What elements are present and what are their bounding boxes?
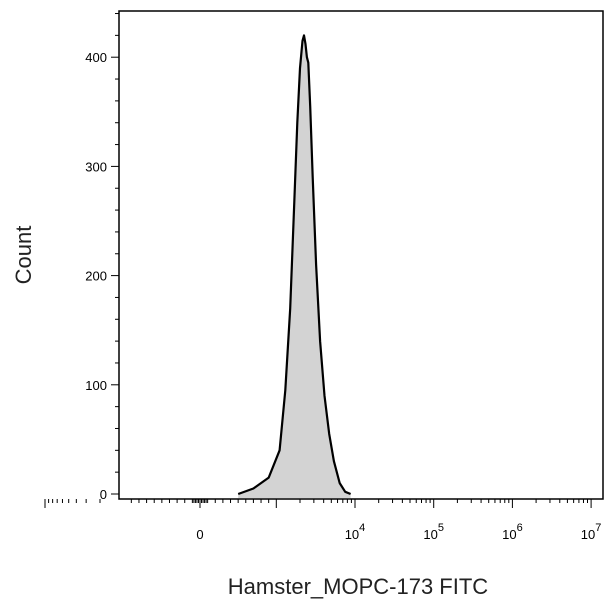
plot-frame (118, 10, 604, 500)
x-tick-label-0: 0 (196, 527, 203, 542)
histogram-area-0 (238, 35, 351, 499)
x-tick-label-2: 105 (423, 522, 444, 542)
histogram-outline-0 (237, 34, 352, 496)
y-tick-label-3: 300 (85, 159, 107, 174)
series-layer (237, 34, 352, 499)
y-axis-label: Count (11, 226, 36, 285)
x-axis-label: Hamster_MOPC-173 FITC (228, 574, 488, 599)
x-tick-label-3: 106 (502, 522, 523, 542)
y-tick-label-0: 0 (100, 487, 107, 502)
y-axis: 0 100 200 300 400 (85, 13, 119, 502)
x-tick-label-4: 107 (581, 522, 602, 542)
y-tick-label-4: 400 (85, 50, 107, 65)
x-axis: 0 104 105 106 107 (44, 499, 602, 542)
x-tick-label-1: 104 (345, 522, 366, 542)
y-tick-label-1: 100 (85, 378, 107, 393)
y-tick-label-2: 200 (85, 269, 107, 284)
